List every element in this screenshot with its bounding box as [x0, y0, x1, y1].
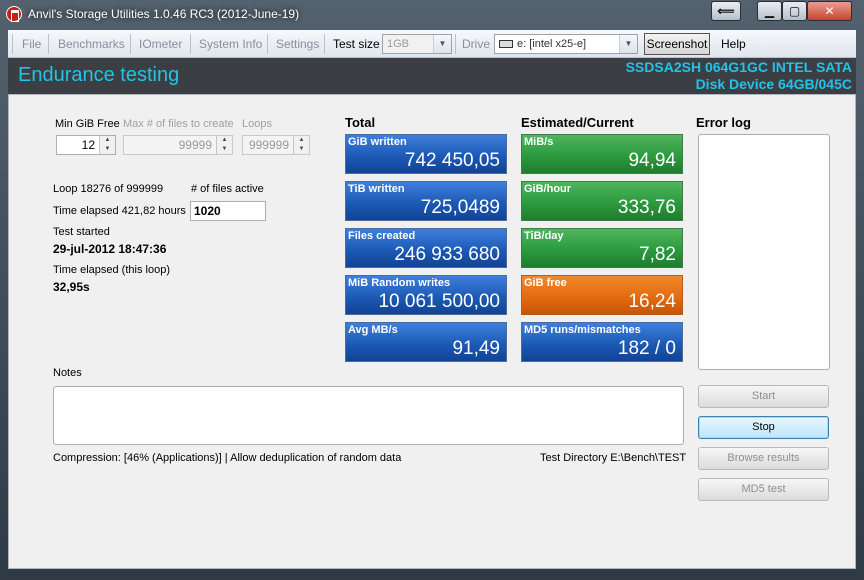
device-name-line2: Disk Device 64GB/045C	[695, 76, 852, 92]
error-log-heading: Error log	[696, 115, 751, 130]
max-files-value: 99999	[178, 138, 212, 152]
time-elapsed: Time elapsed 421,82 hours	[53, 205, 186, 217]
tile-value: 182 / 0	[617, 338, 676, 359]
tile-label: Files created	[348, 230, 416, 242]
time-elapsed-loop-value: 32,95s	[53, 280, 90, 294]
page-header: Endurance testing SSDSA2SH 064G1GC INTEL…	[8, 58, 856, 94]
tile-value: 10 061 500,00	[378, 291, 500, 312]
notes-label: Notes	[53, 367, 82, 379]
tile-gib-free: GiB free 16,24	[521, 275, 683, 315]
tile-md5-runs: MD5 runs/mismatches 182 / 0	[521, 322, 683, 362]
tile-value: 94,94	[628, 150, 676, 171]
spinner-arrows-icon[interactable]: ▲ ▼	[99, 136, 115, 154]
menu-settings[interactable]: Settings	[276, 37, 320, 51]
chevron-down-icon[interactable]: ▼	[433, 35, 451, 53]
min-gib-free-input[interactable]: 12 ▲ ▼	[56, 135, 116, 155]
start-button[interactable]: Start	[698, 385, 829, 408]
tile-mib-per-sec: MiB/s 94,94	[521, 134, 683, 174]
test-started-label: Test started	[53, 226, 110, 238]
tile-label: TiB written	[348, 183, 405, 195]
drive-select[interactable]: e: [intel x25-e] ▼	[494, 34, 638, 54]
tile-label: GiB written	[348, 136, 407, 148]
menu-separator	[267, 34, 268, 54]
test-started-value: 29-jul-2012 18:47:36	[53, 242, 167, 256]
tile-tib-written: TiB written 725,0489	[345, 181, 507, 221]
loops-value: 999999	[248, 138, 289, 152]
loops-label: Loops	[242, 118, 272, 130]
tile-value: 91,49	[452, 338, 500, 359]
title-bar[interactable]: Anvil's Storage Utilities 1.0.46 RC3 (20…	[0, 0, 864, 28]
menu-help[interactable]: Help	[721, 37, 746, 51]
total-heading: Total	[345, 115, 376, 130]
drive-icon	[499, 40, 513, 48]
menu-separator	[455, 34, 456, 54]
tile-value: 16,24	[628, 291, 676, 312]
tile-value: 725,0489	[420, 197, 500, 218]
main-panel: Min GiB Free Max # of files to create Lo…	[8, 94, 856, 569]
test-size-select[interactable]: 1GB ▼	[382, 34, 452, 54]
menu-separator	[12, 34, 13, 54]
tile-label: GiB/hour	[524, 183, 572, 195]
device-name-line1: SSDSA2SH 064G1GC INTEL SATA	[625, 59, 852, 75]
tile-mib-random-writes: MiB Random writes 10 061 500,00	[345, 275, 507, 315]
tile-value: 333,76	[617, 197, 676, 218]
test-size-label: Test size	[333, 37, 380, 51]
window-title: Anvil's Storage Utilities 1.0.46 RC3 (20…	[28, 7, 300, 21]
menu-system-info[interactable]: System Info	[199, 37, 263, 51]
close-button[interactable]: ✕	[807, 1, 852, 21]
loops-input[interactable]: 999999 ▲ ▼	[242, 135, 310, 155]
tile-avg-mbs: Avg MB/s 91,49	[345, 322, 507, 362]
tile-label: GiB free	[524, 277, 567, 289]
minimize-button[interactable]: ▁	[757, 1, 782, 21]
loop-status: Loop 18276 of 999999	[53, 183, 164, 195]
tile-label: MiB Random writes	[348, 277, 451, 289]
tile-label: Avg MB/s	[348, 324, 398, 336]
tile-value: 742 450,05	[404, 150, 500, 171]
menu-file[interactable]: File	[22, 37, 42, 51]
menu-separator	[48, 34, 49, 54]
max-files-label: Max # of files to create	[123, 118, 234, 130]
spinner-arrows-icon[interactable]: ▲ ▼	[293, 136, 309, 154]
tile-files-created: Files created 246 933 680	[345, 228, 507, 268]
stop-button[interactable]: Stop	[698, 416, 829, 439]
tile-gib-per-hour: GiB/hour 333,76	[521, 181, 683, 221]
min-gib-free-label: Min GiB Free	[55, 118, 120, 130]
screenshot-button[interactable]: Screenshot	[644, 33, 710, 55]
app-icon[interactable]	[6, 6, 22, 22]
drive-label: Drive	[462, 37, 491, 51]
tile-label: MD5 runs/mismatches	[524, 324, 641, 336]
chevron-down-icon[interactable]: ▼	[619, 35, 637, 53]
tile-tib-per-day: TiB/day 7,82	[521, 228, 683, 268]
tile-label: TiB/day	[524, 230, 564, 242]
error-log-box[interactable]	[698, 134, 830, 370]
compression-status: Compression: [46% (Applications)] | Allo…	[53, 452, 402, 464]
tile-gib-written: GiB written 742 450,05	[345, 134, 507, 174]
maximize-button[interactable]: ▢	[782, 1, 807, 21]
test-size-value: 1GB	[387, 38, 410, 50]
menu-separator	[324, 34, 325, 54]
page-title: Endurance testing	[18, 64, 180, 86]
spinner-arrows-icon[interactable]: ▲ ▼	[216, 136, 232, 154]
files-active-label: # of files active	[191, 183, 264, 195]
notes-textarea[interactable]	[53, 386, 684, 445]
max-files-input[interactable]: 99999 ▲ ▼	[123, 135, 233, 155]
files-active-field[interactable]: 1020	[190, 201, 266, 221]
md5-test-button[interactable]: MD5 test	[698, 478, 829, 501]
browse-results-button[interactable]: Browse results	[698, 447, 829, 470]
min-gib-free-value: 12	[81, 138, 95, 152]
back-button[interactable]: ⟸	[711, 1, 741, 21]
drive-value: e: [intel x25-e]	[517, 38, 587, 50]
menu-separator	[130, 34, 131, 54]
menu-bar: File Benchmarks IOmeter System Info Sett…	[8, 30, 856, 58]
tile-label: MiB/s	[524, 136, 554, 148]
estimated-heading: Estimated/Current	[521, 115, 634, 130]
menu-benchmarks[interactable]: Benchmarks	[58, 37, 125, 51]
test-directory: Test Directory E:\Bench\TEST	[540, 452, 687, 464]
tile-value: 7,82	[639, 244, 676, 265]
tile-value: 246 933 680	[394, 244, 500, 265]
menu-iometer[interactable]: IOmeter	[139, 37, 183, 51]
time-elapsed-loop-label: Time elapsed (this loop)	[53, 264, 170, 276]
menu-separator	[190, 34, 191, 54]
